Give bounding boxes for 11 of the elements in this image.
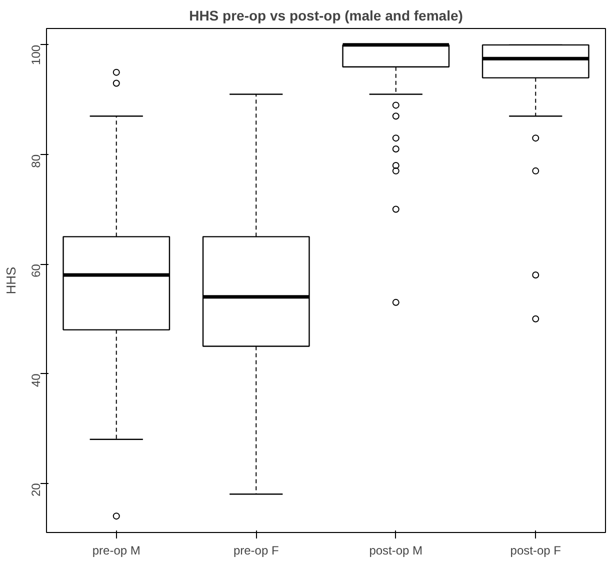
- x-tick-label: post-op F: [510, 544, 561, 558]
- x-tick-label: pre-op F: [233, 544, 279, 558]
- x-tick-label: post-op M: [369, 544, 423, 558]
- y-tick-label: 60: [29, 264, 43, 278]
- y-axis-title: HHS: [4, 266, 18, 294]
- x-tick-label: pre-op M: [92, 544, 140, 558]
- y-tick-label: 40: [29, 373, 43, 387]
- y-tick-label: 80: [29, 154, 43, 168]
- chart-title: HHS pre-op vs post-op (male and female): [189, 8, 463, 24]
- y-tick-label: 20: [29, 482, 43, 497]
- y-tick-label: 100: [29, 44, 43, 65]
